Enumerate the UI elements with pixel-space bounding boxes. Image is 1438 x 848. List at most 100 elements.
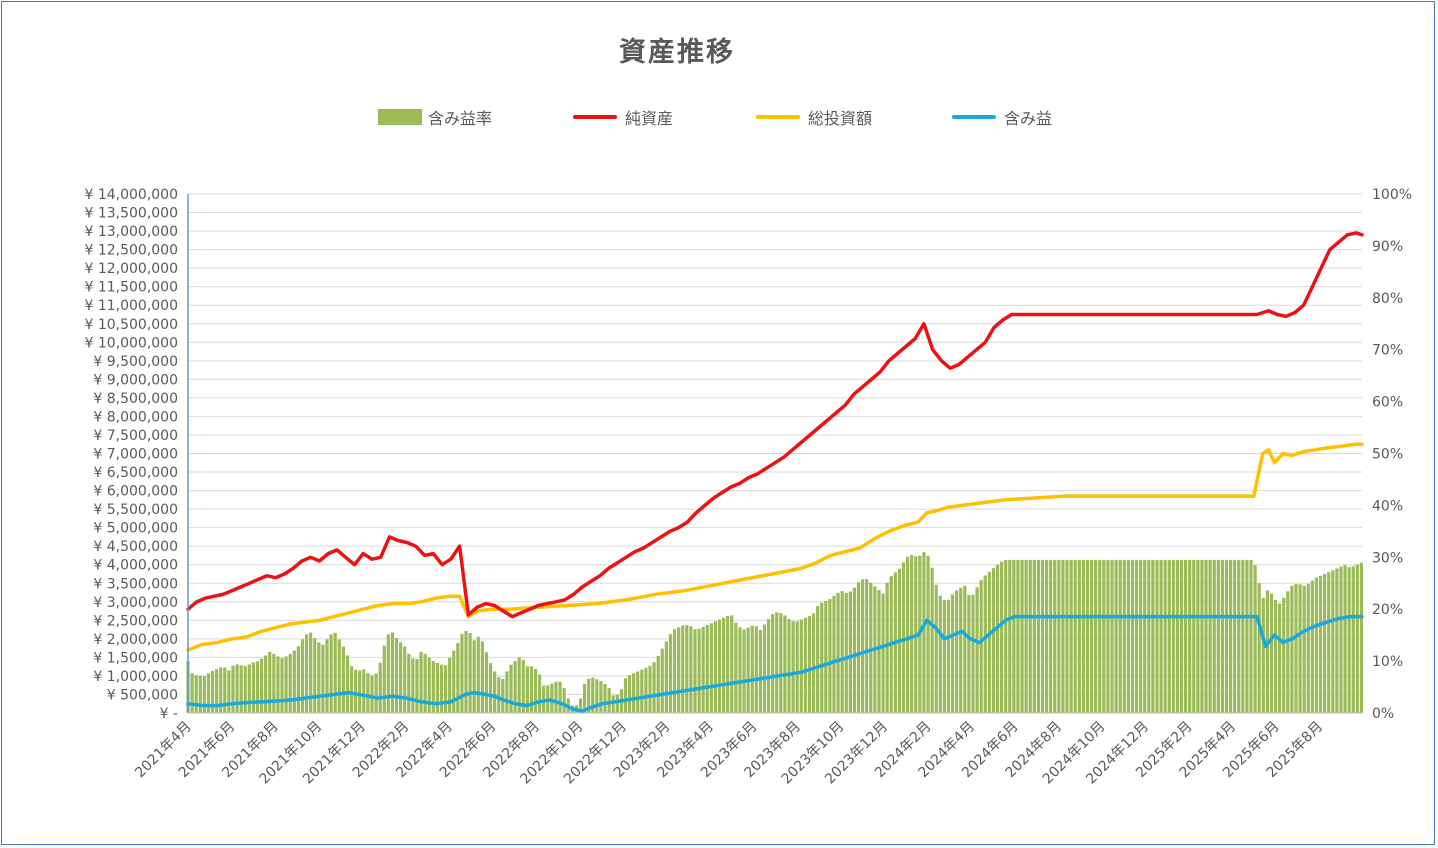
bar-gain-rate — [578, 698, 583, 713]
bar-gain-rate — [1000, 561, 1004, 713]
bar-gain-rate — [521, 660, 525, 713]
bar-gain-rate — [1094, 559, 1098, 713]
y-left-tick-label: ¥ 2,500,000 — [93, 613, 178, 629]
bar-gain-rate — [615, 694, 619, 713]
bar-gain-rate — [656, 655, 660, 713]
bar-gain-rate — [717, 619, 722, 713]
bar-gain-rate — [1024, 559, 1028, 713]
bar-gain-rate — [861, 579, 865, 713]
bar-gain-rate — [1073, 559, 1077, 713]
line-total-investment — [186, 442, 1364, 652]
bar-gain-rate — [1175, 559, 1180, 713]
bar-gain-rate — [709, 623, 713, 713]
bar-gain-rate — [1233, 559, 1237, 713]
bar-gain-rate — [1139, 559, 1143, 713]
bar-gain-rate — [550, 683, 554, 713]
bar-gain-rate — [1359, 562, 1364, 713]
bar-gain-rate — [533, 668, 538, 713]
bar-gain-rate — [1269, 593, 1274, 713]
legend-item-unrealized-gain: 含み益 — [952, 104, 1052, 130]
bar-gain-rate — [1327, 572, 1331, 713]
bar-gain-rate — [869, 582, 873, 713]
y-left-tick-label: ¥ 5,000,000 — [93, 521, 178, 537]
bar-gain-rate — [235, 664, 239, 713]
bar-gain-rate — [562, 688, 566, 713]
bar-gain-rate — [1049, 559, 1053, 713]
y-left-tick-label: ¥ 1,000,000 — [93, 669, 178, 685]
bar-gain-rate — [681, 625, 685, 713]
bar-gain-rate — [403, 646, 407, 713]
bar-gain-rate — [1081, 559, 1085, 713]
bar-gain-rate — [611, 695, 615, 713]
y-right-tick-label: 20% — [1372, 602, 1403, 618]
bar-gain-rate — [280, 658, 284, 713]
bar-gain-rate — [1110, 559, 1114, 713]
y-right-tick-label: 40% — [1372, 498, 1403, 514]
bar-gain-rate — [599, 681, 603, 713]
legend-item-total-investment: 総投資額 — [756, 104, 872, 130]
bar-gain-rate — [1016, 559, 1020, 713]
line-unrealized-gain — [186, 614, 1364, 713]
bar-gain-rate — [905, 556, 910, 713]
bar-gain-rate — [341, 646, 345, 713]
bar-gain-rate — [856, 582, 861, 713]
bar-gain-rate — [1208, 559, 1212, 713]
bar-gain-rate — [370, 675, 374, 713]
bar-gain-rate — [881, 593, 885, 713]
y-right-tick-label: 90% — [1372, 239, 1403, 255]
y-left-tick-label: ¥ 10,500,000 — [84, 317, 178, 333]
y-right-tick-label: 60% — [1372, 395, 1403, 411]
bar-gain-rate — [967, 594, 971, 713]
bar-gain-rate — [304, 634, 309, 713]
bar-gain-rate — [202, 675, 206, 713]
y-left-tick-label: ¥ 5,500,000 — [93, 502, 178, 518]
bar-gain-rate — [362, 669, 366, 713]
bar-gain-rate — [497, 677, 501, 713]
bar-gain-rate — [505, 671, 509, 713]
bar-gain-rate — [1314, 577, 1319, 713]
bar-gain-rate — [558, 681, 562, 713]
bar-gain-rate — [1249, 559, 1253, 713]
bar-gain-rate — [1257, 583, 1261, 713]
bar-gain-rate — [1241, 559, 1245, 713]
bar-gain-rate — [1302, 585, 1306, 713]
bar-gain-rate — [726, 615, 730, 713]
bar-gain-rate — [730, 615, 734, 713]
y-right-tick-label: 30% — [1372, 550, 1403, 566]
bar-gain-rate — [758, 629, 762, 713]
bar-gain-rate — [1118, 559, 1122, 713]
bar-gain-rate — [456, 642, 460, 713]
bar-gain-rate — [959, 587, 963, 713]
bar-gain-rate — [820, 602, 824, 713]
bar-gain-rate — [1061, 559, 1065, 713]
bar-gain-rate — [198, 675, 202, 713]
bar-gain-rate — [1306, 583, 1310, 713]
bar-gain-rate — [227, 670, 231, 713]
y-left-tick-label: ¥ 8,000,000 — [93, 409, 178, 425]
bar-gain-rate — [1057, 559, 1061, 713]
bar-gain-rate — [366, 673, 370, 713]
bar-gain-rate — [337, 639, 341, 713]
bar-gain-rate — [276, 656, 280, 713]
y-left-tick-label: ¥ 7,500,000 — [93, 428, 178, 444]
y-right-tick-label: 100% — [1372, 187, 1412, 203]
y-left-tick-label: ¥ 14,000,000 — [84, 187, 178, 203]
bar-gain-rate — [1130, 559, 1135, 713]
bar-gain-rate — [480, 641, 484, 713]
bar-gain-rate — [394, 638, 399, 713]
bar-gain-rate — [652, 662, 656, 713]
bar-gain-rate — [1167, 559, 1171, 713]
bar-gain-rate — [435, 662, 440, 713]
y-left-tick-label: ¥ 3,000,000 — [93, 595, 178, 611]
bar-gain-rate — [1098, 559, 1102, 713]
bar-gain-rate — [386, 634, 390, 713]
bar-gain-rate — [243, 666, 247, 713]
bar-gain-rate — [1106, 559, 1110, 713]
bar-gain-rate — [1298, 584, 1302, 713]
bar-gain-rate — [321, 644, 325, 713]
y-left-tick-label: ¥ 13,500,000 — [84, 206, 178, 222]
bar-gain-rate — [264, 655, 268, 713]
bar-gain-rate — [636, 671, 640, 713]
bar-gain-rate — [251, 662, 256, 713]
bar-gain-rate — [476, 636, 480, 713]
